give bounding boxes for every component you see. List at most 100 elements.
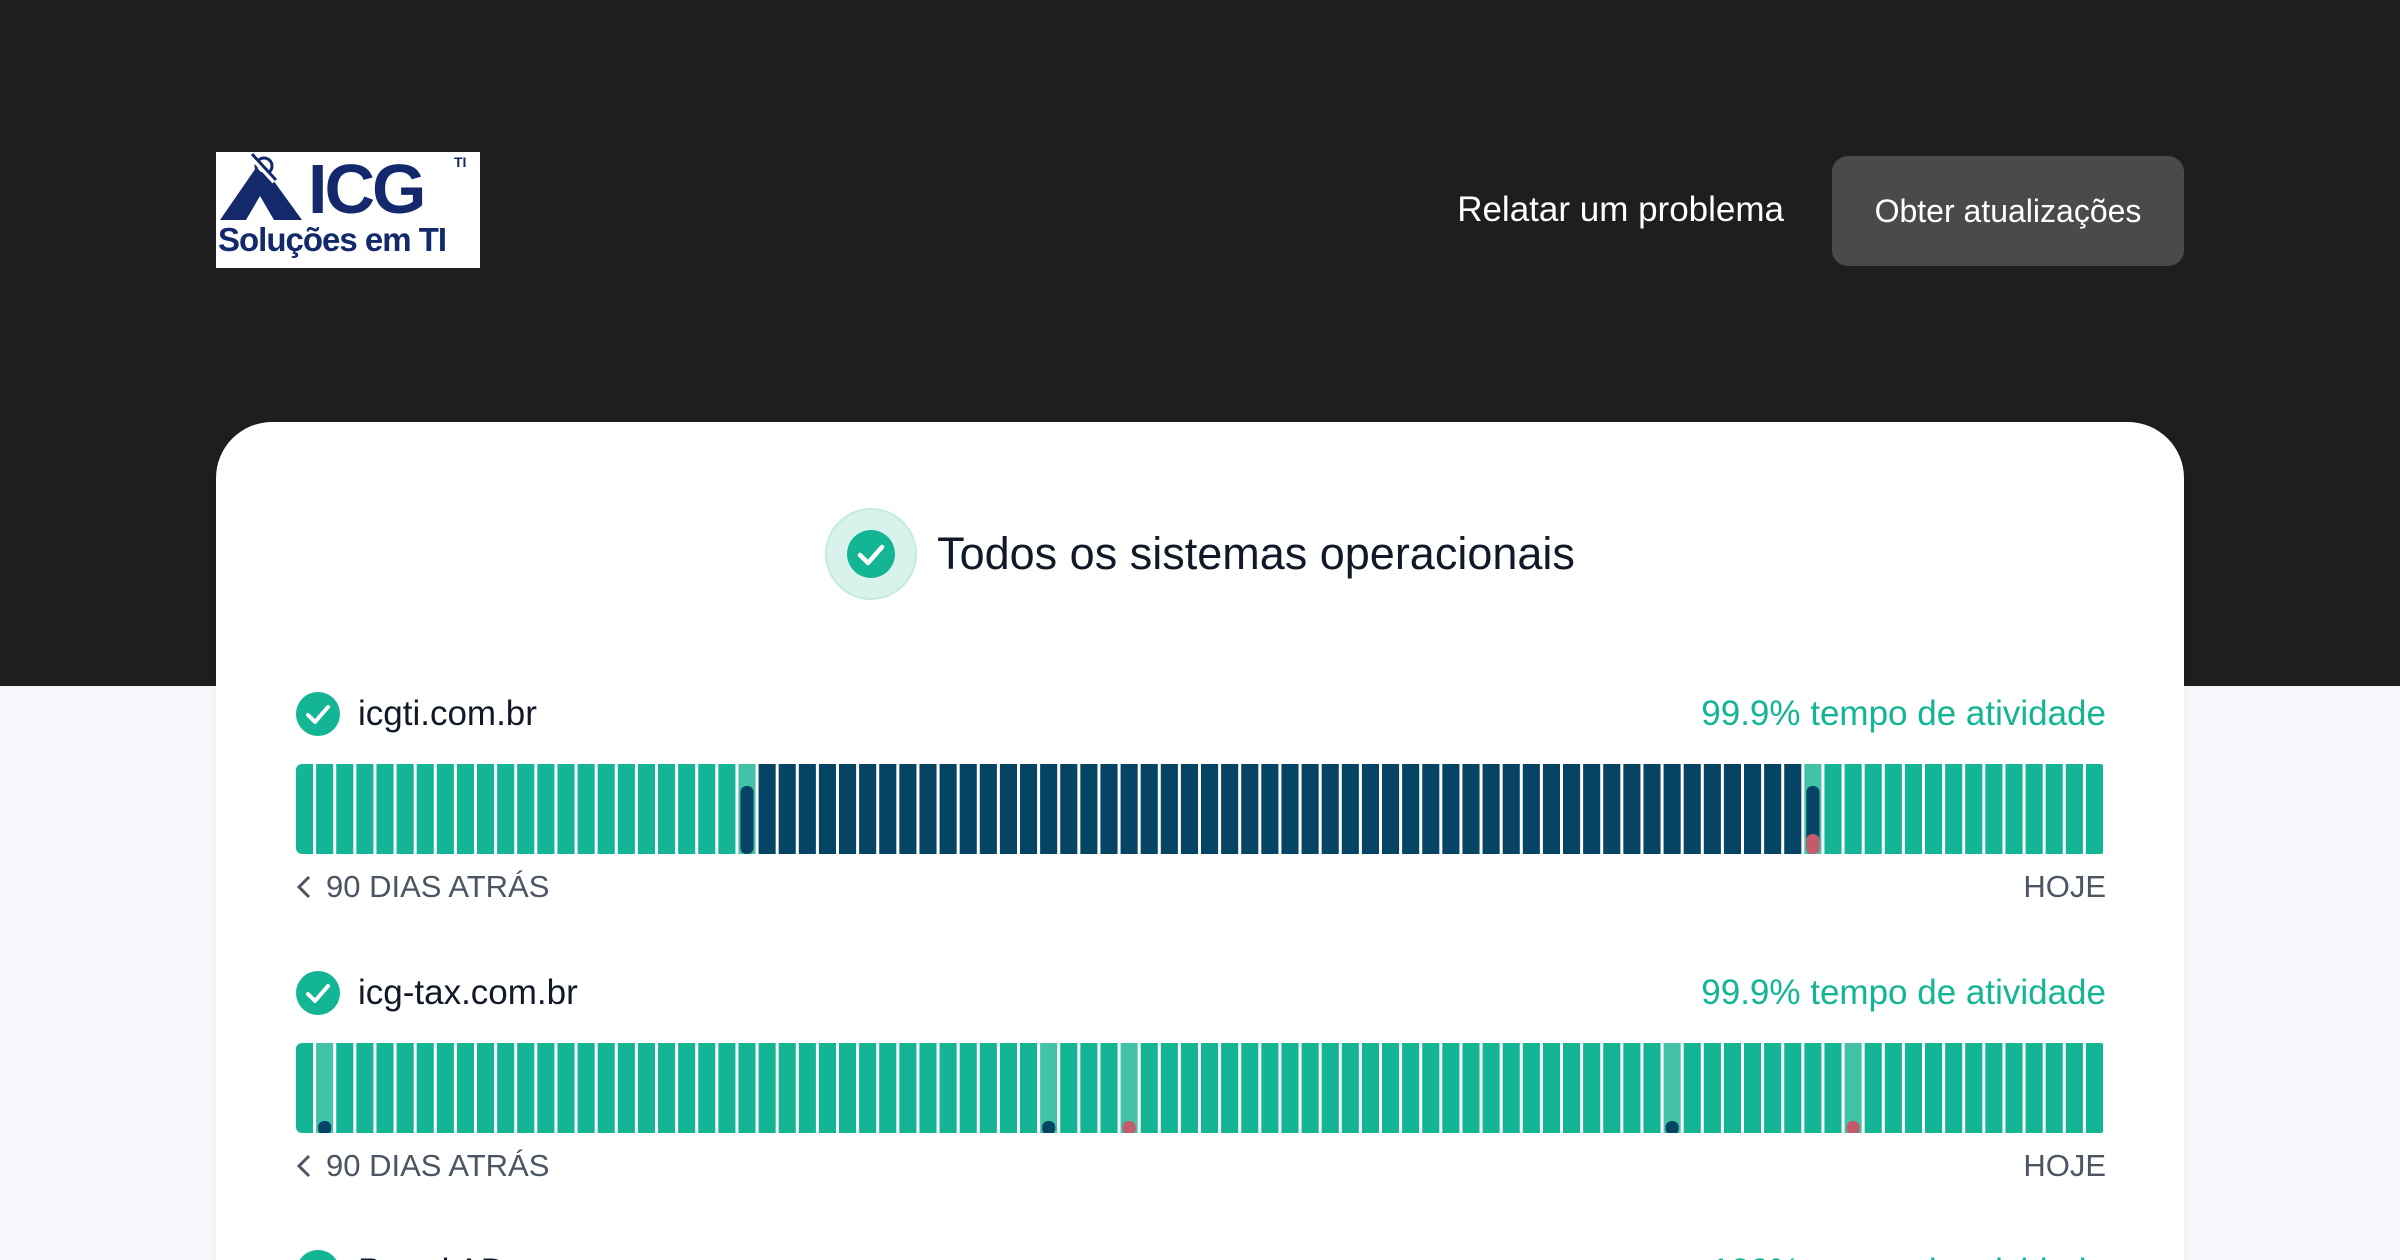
uptime-day-bar[interactable]: [557, 1043, 575, 1133]
uptime-day-bar[interactable]: [1864, 764, 1882, 854]
uptime-day-bar[interactable]: [1020, 764, 1038, 854]
uptime-day-bar[interactable]: [979, 1043, 997, 1133]
uptime-day-bar[interactable]: [1040, 1043, 1058, 1133]
uptime-day-bar[interactable]: [1945, 1043, 1963, 1133]
uptime-day-bar[interactable]: [1542, 764, 1560, 854]
uptime-day-bar[interactable]: [617, 764, 635, 854]
uptime-day-bar[interactable]: [1583, 764, 1601, 854]
uptime-day-bar[interactable]: [1361, 1043, 1379, 1133]
uptime-day-bar[interactable]: [537, 764, 555, 854]
uptime-day-bar[interactable]: [2065, 764, 2083, 854]
uptime-day-bar[interactable]: [1221, 764, 1239, 854]
uptime-day-bar[interactable]: [1140, 1043, 1158, 1133]
uptime-day-bar[interactable]: [577, 764, 595, 854]
uptime-day-bar[interactable]: [1623, 764, 1641, 854]
uptime-day-bar[interactable]: [658, 1043, 676, 1133]
uptime-day-bar[interactable]: [637, 1043, 655, 1133]
uptime-day-bar[interactable]: [1844, 1043, 1862, 1133]
uptime-day-bar[interactable]: [1341, 1043, 1359, 1133]
uptime-day-bar[interactable]: [2045, 1043, 2063, 1133]
uptime-day-bar[interactable]: [1603, 1043, 1621, 1133]
uptime-day-bar[interactable]: [798, 764, 816, 854]
uptime-day-bar[interactable]: [1784, 764, 1802, 854]
uptime-day-bar[interactable]: [1201, 764, 1219, 854]
uptime-day-bar[interactable]: [959, 1043, 977, 1133]
uptime-day-bar[interactable]: [1422, 1043, 1440, 1133]
uptime-day-bar[interactable]: [879, 764, 897, 854]
uptime-day-bar[interactable]: [336, 764, 354, 854]
uptime-day-bar[interactable]: [678, 1043, 696, 1133]
uptime-day-bar[interactable]: [1422, 764, 1440, 854]
uptime-day-bar[interactable]: [316, 1043, 334, 1133]
uptime-day-bar[interactable]: [2005, 1043, 2023, 1133]
uptime-day-bar[interactable]: [859, 764, 877, 854]
uptime-day-bar[interactable]: [2085, 764, 2103, 854]
uptime-day-bar[interactable]: [1442, 764, 1460, 854]
uptime-day-bar[interactable]: [778, 1043, 796, 1133]
uptime-day-bar[interactable]: [1402, 1043, 1420, 1133]
uptime-day-bar[interactable]: [356, 1043, 374, 1133]
uptime-day-bar[interactable]: [517, 764, 535, 854]
uptime-day-bar[interactable]: [1764, 1043, 1782, 1133]
uptime-day-bar[interactable]: [839, 1043, 857, 1133]
uptime-day-bar[interactable]: [2045, 764, 2063, 854]
uptime-day-bar[interactable]: [979, 764, 997, 854]
uptime-day-bar[interactable]: [316, 764, 334, 854]
uptime-day-bar[interactable]: [1060, 764, 1078, 854]
uptime-day-bar[interactable]: [1321, 1043, 1339, 1133]
uptime-day-bar[interactable]: [1120, 1043, 1138, 1133]
uptime-day-bar[interactable]: [1241, 764, 1259, 854]
uptime-day-bar[interactable]: [1744, 764, 1762, 854]
uptime-day-bar[interactable]: [698, 1043, 716, 1133]
uptime-day-bar[interactable]: [577, 1043, 595, 1133]
days-ago-label[interactable]: 90 DIAS ATRÁS: [296, 1141, 549, 1191]
uptime-day-bar[interactable]: [1884, 764, 1902, 854]
uptime-day-bar[interactable]: [1321, 764, 1339, 854]
uptime-day-bar[interactable]: [537, 1043, 555, 1133]
uptime-day-bar[interactable]: [1281, 1043, 1299, 1133]
uptime-day-bar[interactable]: [1100, 764, 1118, 854]
uptime-day-bar[interactable]: [557, 764, 575, 854]
uptime-day-bar[interactable]: [1281, 764, 1299, 854]
uptime-day-bar[interactable]: [758, 764, 776, 854]
uptime-day-bar[interactable]: [597, 1043, 615, 1133]
uptime-day-bar[interactable]: [1020, 1043, 1038, 1133]
uptime-day-bar[interactable]: [1844, 764, 1862, 854]
uptime-day-bar[interactable]: [999, 764, 1017, 854]
uptime-day-bar[interactable]: [879, 1043, 897, 1133]
uptime-day-bar[interactable]: [1201, 1043, 1219, 1133]
uptime-day-bar[interactable]: [1663, 1043, 1681, 1133]
uptime-day-bar[interactable]: [1482, 1043, 1500, 1133]
uptime-day-bar[interactable]: [1522, 764, 1540, 854]
uptime-day-bar[interactable]: [1482, 764, 1500, 854]
uptime-day-bar[interactable]: [497, 764, 515, 854]
uptime-day-bar[interactable]: [1703, 764, 1721, 854]
uptime-day-bar[interactable]: [376, 764, 394, 854]
uptime-day-bar[interactable]: [2025, 764, 2043, 854]
uptime-day-bar[interactable]: [939, 764, 957, 854]
uptime-day-bar[interactable]: [1120, 764, 1138, 854]
uptime-day-bar[interactable]: [396, 1043, 414, 1133]
uptime-day-bar[interactable]: [1985, 1043, 2003, 1133]
uptime-day-bar[interactable]: [718, 764, 736, 854]
uptime-day-bar[interactable]: [296, 1043, 314, 1133]
uptime-day-bar[interactable]: [1261, 1043, 1279, 1133]
uptime-day-bar[interactable]: [2005, 764, 2023, 854]
uptime-day-bar[interactable]: [1683, 1043, 1701, 1133]
uptime-day-bar[interactable]: [859, 1043, 877, 1133]
uptime-day-bar[interactable]: [919, 1043, 937, 1133]
uptime-day-bar[interactable]: [296, 764, 314, 854]
uptime-day-bar[interactable]: [1160, 1043, 1178, 1133]
uptime-day-bar[interactable]: [1945, 764, 1963, 854]
uptime-day-bar[interactable]: [999, 1043, 1017, 1133]
uptime-day-bar[interactable]: [2085, 1043, 2103, 1133]
uptime-day-bar[interactable]: [939, 1043, 957, 1133]
uptime-day-bar[interactable]: [1643, 764, 1661, 854]
uptime-day-bar[interactable]: [1643, 1043, 1661, 1133]
days-ago-label[interactable]: 90 DIAS ATRÁS: [296, 862, 549, 912]
uptime-day-bar[interactable]: [1904, 764, 1922, 854]
uptime-day-bar[interactable]: [959, 764, 977, 854]
uptime-day-bar[interactable]: [1140, 764, 1158, 854]
uptime-day-bar[interactable]: [1221, 1043, 1239, 1133]
uptime-day-bar[interactable]: [1764, 764, 1782, 854]
